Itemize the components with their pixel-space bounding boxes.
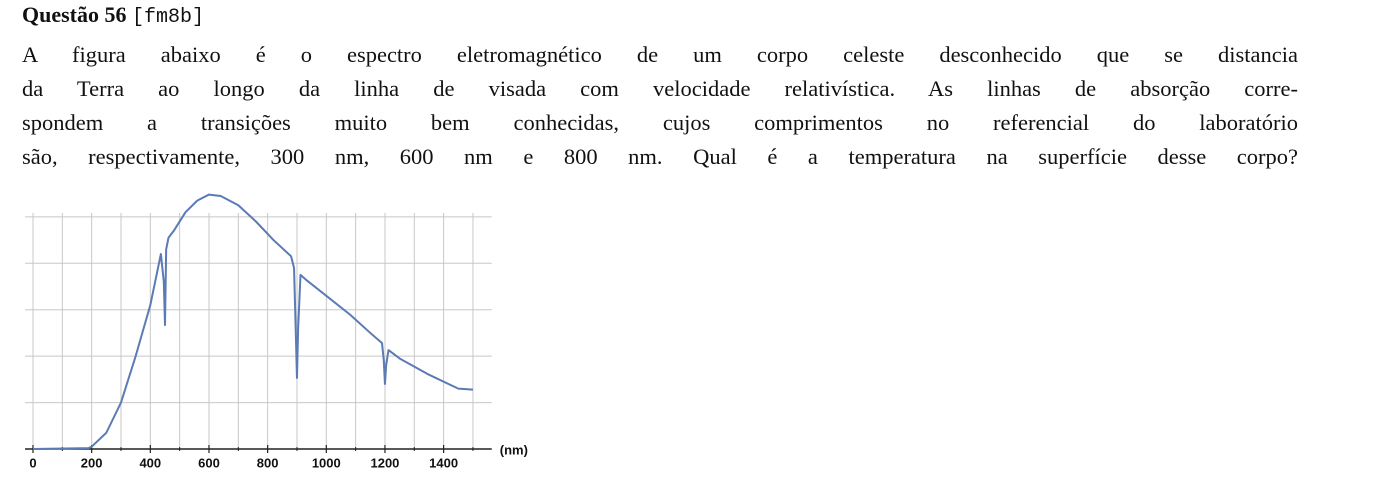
x-tick-label: 400 bbox=[139, 455, 161, 470]
spectrum-chart: 0 200 400 600 800 1000 1200 1400 (nm) bbox=[25, 193, 528, 470]
text-line: A figura abaixo é o espectro eletromagné… bbox=[22, 42, 1298, 67]
text-line: spondem a transições muito bem conhecida… bbox=[22, 110, 1298, 135]
x-tick-label: 0 bbox=[29, 455, 36, 470]
x-tick-label: 1200 bbox=[370, 455, 399, 470]
text-line: da Terra ao longo da linha de visada com… bbox=[22, 76, 1298, 101]
spectrum-line bbox=[32, 193, 474, 450]
x-tick-label: 800 bbox=[257, 455, 279, 470]
question-tag: [fm8b] bbox=[132, 6, 205, 29]
text-line: são, respectivamente, 300 nm, 600 nm e 8… bbox=[22, 144, 1298, 169]
question-title: Questão 56 [fm8b] bbox=[22, 2, 204, 29]
x-tick-label: 1400 bbox=[429, 455, 458, 470]
x-tick-label: 1000 bbox=[312, 455, 341, 470]
x-tick-label: 200 bbox=[81, 455, 103, 470]
axis-unit: (nm) bbox=[500, 442, 528, 457]
question-text: A figura abaixo é o espectro eletromagné… bbox=[22, 38, 1298, 174]
x-tick-label: 600 bbox=[198, 455, 220, 470]
title: Questão 56 bbox=[22, 2, 127, 27]
